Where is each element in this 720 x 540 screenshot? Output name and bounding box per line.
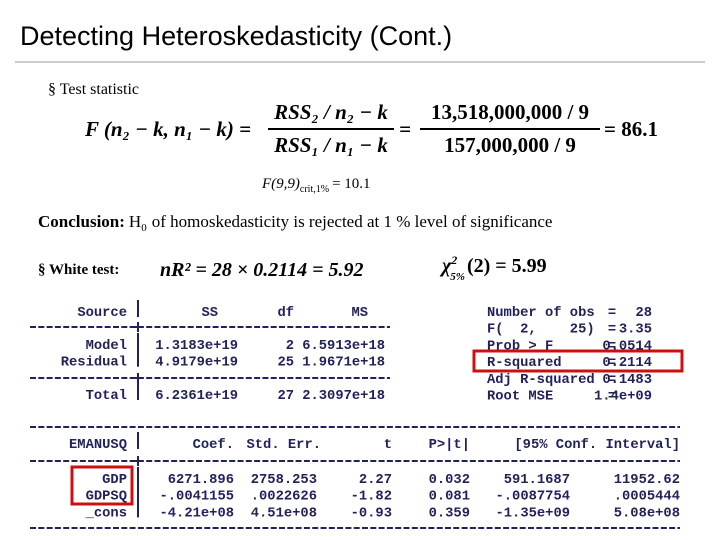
anova-total: Total bbox=[86, 388, 127, 404]
regression-cell: 2.27 bbox=[359, 473, 392, 488]
white-formula: nR² = 28 × 0.2114 = 5.92 bbox=[160, 259, 364, 281]
chi-rest: (2) = 5.99 bbox=[467, 255, 547, 277]
regression-cell: 6271.896 bbox=[168, 473, 234, 488]
regression-header: Std. Err. bbox=[246, 437, 321, 453]
regression-cell: 4.51e+08 bbox=[251, 506, 317, 521]
fit-equals: = bbox=[608, 390, 616, 405]
formula-values: 13,518,000,000 / 9 157,000,000 / 9 = 86.… bbox=[420, 100, 658, 157]
numerator: RSS₂ / n₂ − k bbox=[273, 100, 388, 124]
critical-result: = 10.1 bbox=[332, 176, 370, 192]
regression-header: Coef. bbox=[193, 437, 234, 453]
regression-cell: 0.081 bbox=[429, 490, 470, 505]
regression-header: EMANUSQ bbox=[69, 438, 127, 453]
anova-cell: 2 bbox=[286, 339, 294, 354]
regression-cell: GDPSQ bbox=[86, 490, 127, 505]
anova-cell: Model bbox=[86, 338, 127, 354]
critical-main: F(9,9) bbox=[261, 176, 300, 192]
fit-value: 28 bbox=[635, 306, 652, 321]
conclusion-text: of homoskedasticity is rejected at 1 % l… bbox=[152, 212, 553, 231]
critical-sub: crit,1% bbox=[300, 184, 329, 195]
fit-value: 1.4e+09 bbox=[594, 390, 652, 405]
anova-header: Source bbox=[77, 306, 127, 321]
fit-equals: = bbox=[608, 306, 616, 321]
regression-cell: 591.1687 bbox=[504, 473, 570, 488]
fit-value: 0.2114 bbox=[602, 356, 652, 371]
fit-label: Adj R-squared bbox=[487, 372, 595, 388]
conclusion-label: Conclusion: bbox=[38, 212, 125, 231]
critical-value: F(9,9)crit,1% = 10.1 bbox=[261, 176, 371, 195]
chi: χ bbox=[439, 255, 452, 277]
fit-value: 0.1483 bbox=[602, 373, 652, 388]
fit-value: 3.35 bbox=[619, 323, 652, 338]
anova-cell: 25 bbox=[277, 356, 294, 371]
hypothesis-sub: 0 bbox=[141, 222, 147, 234]
regression-cell: -0.93 bbox=[351, 506, 392, 521]
anova-header: df bbox=[277, 305, 294, 321]
regression-cell: .0022626 bbox=[251, 490, 317, 505]
regression-header: t bbox=[384, 438, 392, 453]
regression-cell: 5.08e+08 bbox=[614, 506, 680, 521]
fit-label: F( 2, 25) bbox=[487, 322, 595, 338]
regression-header: P>|t| bbox=[429, 437, 470, 453]
fit-label: Root MSE bbox=[487, 390, 553, 405]
equals: = bbox=[399, 117, 411, 141]
regression-cell: 0.032 bbox=[429, 473, 470, 488]
highlight-r-squared bbox=[472, 349, 684, 373]
fit-equals: = bbox=[608, 373, 616, 388]
regression-cell: _cons bbox=[85, 506, 127, 521]
anova-total: 27 bbox=[277, 389, 294, 404]
result: = 86.1 bbox=[604, 117, 658, 141]
regression-cell: 2758.253 bbox=[251, 473, 317, 488]
fit-equals: = bbox=[608, 323, 616, 338]
regression-cell: .0005444 bbox=[614, 490, 680, 505]
anova-cell: 4.9179e+19 bbox=[155, 356, 238, 371]
regression-cell: 11952.62 bbox=[614, 473, 680, 488]
chi-sub: 5% bbox=[450, 271, 465, 283]
anova-header: MS bbox=[351, 306, 368, 321]
fit-equals: = bbox=[608, 339, 616, 354]
anova-cell: 1.9671e+18 bbox=[302, 356, 385, 371]
fit-label: R-squared bbox=[487, 355, 562, 371]
anova-cell: 6.5913e+18 bbox=[302, 339, 385, 354]
anova-cell: 1.3183e+19 bbox=[155, 339, 238, 354]
title: Detecting Heteroskedasticity (Cont.) bbox=[20, 21, 452, 51]
num-value: 13,518,000,000 / 9 bbox=[431, 100, 589, 124]
den-value: 157,000,000 / 9 bbox=[444, 133, 576, 157]
regression-cell: GDP bbox=[102, 473, 127, 488]
anova-cell: Residual bbox=[61, 355, 127, 371]
conclusion: Conclusion: H0 of homoskedasticity is reje… bbox=[38, 212, 552, 234]
white-bullet: § White test: bbox=[38, 262, 119, 278]
denominator: RSS₁ / n₁ − k bbox=[273, 133, 388, 157]
regression-cell: 0.359 bbox=[429, 506, 470, 521]
stata-output: Source SS df MS Model 1.3183e+19 2 6.5913e+18 Re… bbox=[30, 300, 680, 529]
regression-cell: -.0087754 bbox=[495, 490, 570, 505]
anova-header: SS bbox=[201, 306, 218, 321]
regression-header: [95% Conf. Interval] bbox=[514, 437, 680, 453]
highlight-gdp bbox=[70, 465, 134, 506]
chi-sup: 2 bbox=[450, 253, 457, 267]
formula-lhs: F (n₂ − k, n₁ − k) = bbox=[84, 117, 251, 141]
regression-cell: -4.21e+08 bbox=[159, 506, 234, 521]
anova-total: 2.3097e+18 bbox=[302, 389, 385, 404]
regression-cell: -1.82 bbox=[351, 490, 392, 505]
fit-label: Number of obs bbox=[487, 305, 595, 321]
anova-total: 6.2361e+19 bbox=[155, 389, 238, 404]
regression-cell: -1.35e+09 bbox=[495, 506, 570, 521]
regression-cell: -.0041155 bbox=[159, 490, 234, 505]
chi-square: χ2 5% (2) = 5.99 bbox=[439, 253, 547, 283]
hypothesis: H bbox=[129, 212, 141, 231]
fit-equals: = bbox=[608, 356, 616, 371]
bullet: § Test statistic bbox=[48, 81, 139, 98]
formula: F (n₂ − k, n₁ − k) = RSS₂ / n₂ − k RSS₁ … bbox=[84, 100, 411, 157]
